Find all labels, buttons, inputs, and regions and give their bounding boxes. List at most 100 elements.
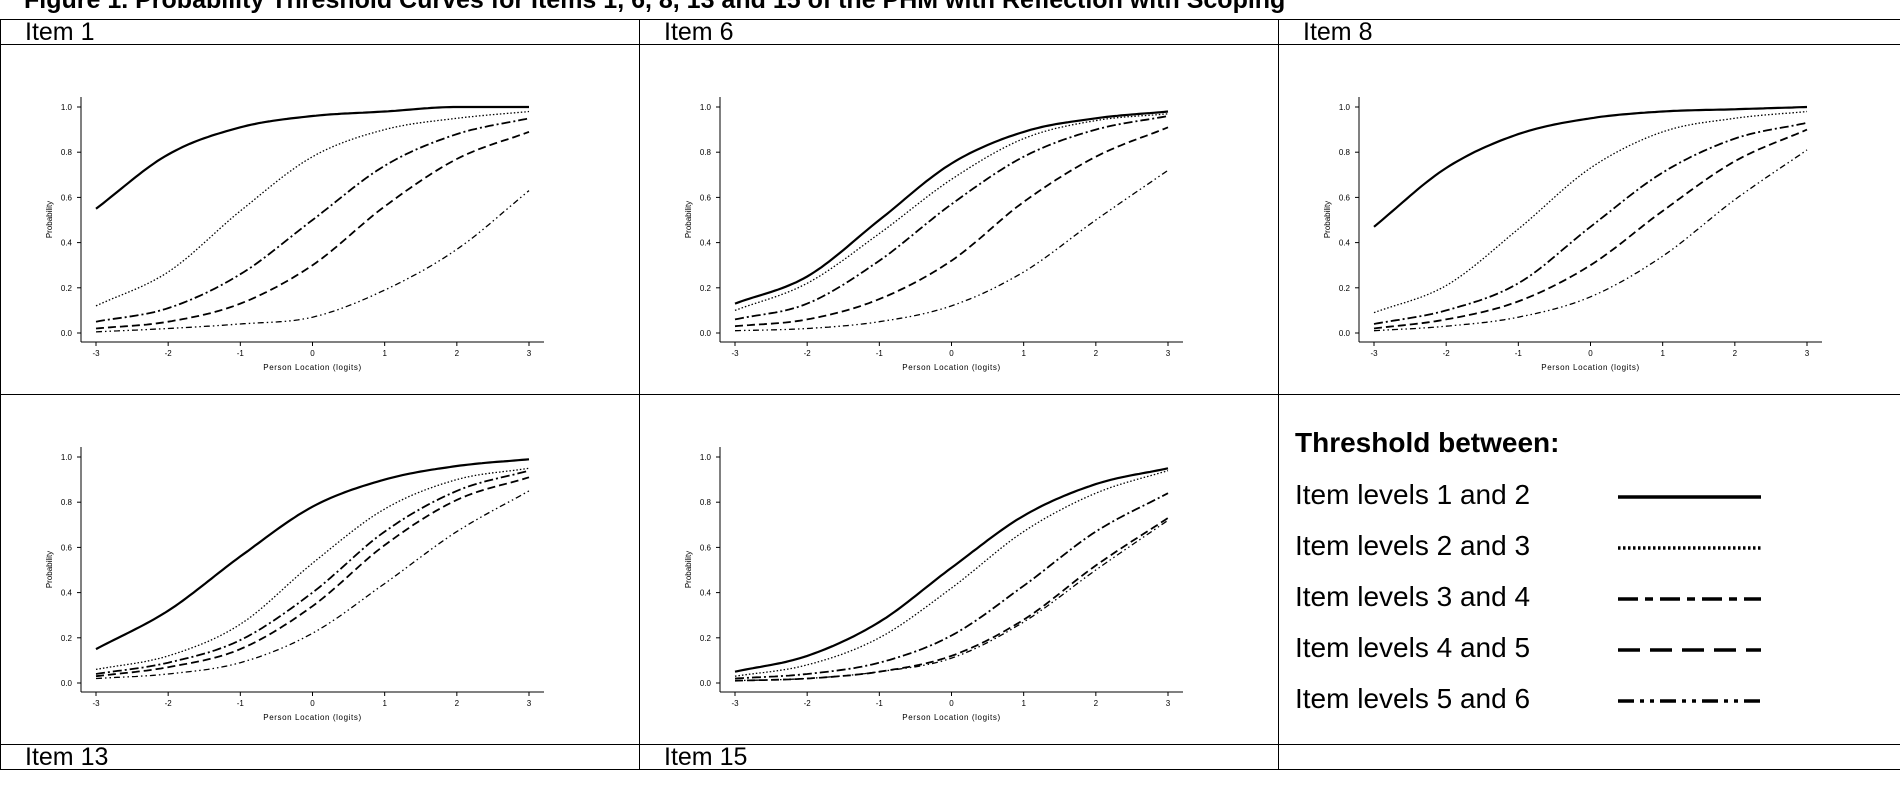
- legend-title: Threshold between:: [1295, 427, 1560, 458]
- x-tick-label: -1: [876, 699, 884, 708]
- legend-label: Item levels 5 and 6: [1295, 683, 1531, 714]
- x-tick-label: 0: [310, 349, 315, 358]
- x-tick-label: 2: [1094, 699, 1099, 708]
- threshold-curve-1: [1373, 105, 1808, 228]
- x-axis-label: Person Location (logits): [902, 363, 1000, 372]
- legend-panel: Threshold between: Item levels 1 and 2 I…: [1279, 395, 1900, 744]
- x-tick-label: -1: [1515, 349, 1523, 358]
- threshold-curve-4: [95, 476, 530, 678]
- y-tick-label: 0.4: [700, 589, 712, 598]
- y-tick-label: 0.4: [61, 589, 73, 598]
- y-tick-label: 0.6: [1339, 193, 1351, 202]
- x-tick-label: 1: [382, 349, 387, 358]
- threshold-curve-5: [734, 169, 1169, 332]
- y-tick-label: 1.0: [700, 103, 712, 112]
- x-tick-label: 3: [527, 699, 532, 708]
- panel-label: Item 15: [664, 743, 748, 771]
- y-tick-label: 0.6: [700, 193, 712, 202]
- threshold-curve-3: [734, 115, 1169, 321]
- x-tick-label: -2: [165, 699, 173, 708]
- x-tick-label: 2: [1094, 349, 1099, 358]
- y-tick-label: 0.2: [700, 634, 712, 643]
- x-tick-label: -3: [92, 699, 100, 708]
- y-axis-label: Probability: [45, 201, 54, 238]
- panel-label: Item 8: [1303, 18, 1373, 46]
- chart-svg: 0.0 0.2 0.4 0.6 0.8 1.0 -3 -2 -1 0 1 2 3 Person Locat…: [684, 97, 1183, 372]
- x-axis-label: Person Location (logits): [263, 713, 361, 722]
- legend-label: Item levels 2 and 3: [1295, 530, 1531, 561]
- y-tick-label: 0.0: [700, 679, 712, 688]
- threshold-curve-3: [95, 469, 530, 675]
- threshold-curve-4: [1373, 128, 1808, 330]
- legend-label: Item levels 4 and 5: [1295, 632, 1531, 663]
- chart-panel: 0.0 0.2 0.4 0.6 0.8 1.0 -3 -2 -1 0 1 2 3 Person Locat…: [1, 395, 639, 744]
- x-axis-label: Person Location (logits): [263, 363, 361, 372]
- x-tick-label: 3: [1166, 349, 1171, 358]
- chart-svg: 0.0 0.2 0.4 0.6 0.8 1.0 -3 -2 -1 0 1 2 3 Person Locat…: [45, 97, 544, 372]
- y-axis-label: Probability: [45, 551, 54, 588]
- chart-svg: 0.0 0.2 0.4 0.6 0.8 1.0 -3 -2 -1 0 1 2 3 Person Locat…: [45, 447, 544, 722]
- threshold-curve-5: [95, 490, 530, 680]
- x-tick-label: -2: [804, 349, 812, 358]
- chart-panel: 0.0 0.2 0.4 0.6 0.8 1.0 -3 -2 -1 0 1 2 3 Person Locat…: [640, 45, 1278, 394]
- threshold-curve-2: [1373, 110, 1808, 314]
- y-tick-label: 0.0: [61, 329, 73, 338]
- x-tick-label: 2: [1733, 349, 1738, 358]
- y-axis-label: Probability: [684, 201, 693, 238]
- figure-title: Figure 1. Probability Threshold Curves f…: [24, 0, 1286, 14]
- x-tick-label: 1: [1021, 699, 1026, 708]
- y-tick-label: 0.2: [700, 284, 712, 293]
- x-tick-label: 0: [1588, 349, 1593, 358]
- y-tick-label: 0.8: [61, 498, 73, 507]
- y-axis-label: Probability: [684, 551, 693, 588]
- x-tick-label: -2: [165, 349, 173, 358]
- chart-panel: 0.0 0.2 0.4 0.6 0.8 1.0 -3 -2 -1 0 1 2 3 Person Locat…: [1279, 45, 1900, 394]
- x-tick-label: -1: [237, 349, 245, 358]
- y-tick-label: 1.0: [1339, 103, 1351, 112]
- y-tick-label: 0.4: [700, 239, 712, 248]
- threshold-curve-4: [734, 126, 1169, 328]
- y-tick-label: 1.0: [61, 453, 73, 462]
- y-tick-label: 0.8: [1339, 148, 1351, 157]
- x-tick-label: 1: [1021, 349, 1026, 358]
- y-tick-label: 0.2: [61, 284, 73, 293]
- chart-panel: 0.0 0.2 0.4 0.6 0.8 1.0 -3 -2 -1 0 1 2 3 Person Locat…: [1, 45, 639, 394]
- x-tick-label: 1: [382, 699, 387, 708]
- y-tick-label: 0.8: [700, 498, 712, 507]
- y-tick-label: 0.8: [700, 148, 712, 157]
- x-tick-label: -2: [1443, 349, 1451, 358]
- y-tick-label: 0.6: [61, 193, 73, 202]
- x-tick-label: -3: [1370, 349, 1378, 358]
- x-axis-label: Person Location (logits): [1541, 363, 1639, 372]
- threshold-curve-1: [95, 458, 530, 651]
- legend-line-swatches: [1618, 495, 1761, 703]
- x-tick-label: -3: [92, 349, 100, 358]
- x-tick-label: 3: [527, 349, 532, 358]
- x-tick-label: -3: [731, 349, 739, 358]
- threshold-curve-1: [734, 467, 1169, 673]
- panel-label: [1279, 745, 1900, 769]
- threshold-curve-3: [1373, 121, 1808, 325]
- y-tick-label: 0.8: [61, 148, 73, 157]
- x-tick-label: 0: [949, 699, 954, 708]
- y-tick-label: 0.4: [61, 239, 73, 248]
- legend-label: Item levels 3 and 4: [1295, 581, 1531, 612]
- threshold-curve-5: [1373, 149, 1808, 332]
- y-axis-label: Probability: [1323, 201, 1332, 238]
- x-tick-label: -1: [237, 699, 245, 708]
- x-tick-label: 2: [455, 349, 460, 358]
- threshold-curve-2: [95, 110, 530, 307]
- y-tick-label: 0.4: [1339, 239, 1351, 248]
- threshold-curve-2: [734, 113, 1169, 312]
- x-tick-label: -2: [804, 699, 812, 708]
- threshold-curve-2: [95, 467, 530, 671]
- legend-label: Item levels 1 and 2: [1295, 479, 1531, 510]
- panel-label: Item 6: [664, 18, 734, 46]
- x-tick-label: -3: [731, 699, 739, 708]
- threshold-curve-5: [734, 519, 1169, 682]
- x-axis-label: Person Location (logits): [902, 713, 1000, 722]
- y-tick-label: 0.6: [700, 543, 712, 552]
- legend: Threshold between: Item levels 1 and 2 I…: [1279, 395, 1900, 744]
- y-tick-label: 0.0: [61, 679, 73, 688]
- y-tick-label: 0.6: [61, 543, 73, 552]
